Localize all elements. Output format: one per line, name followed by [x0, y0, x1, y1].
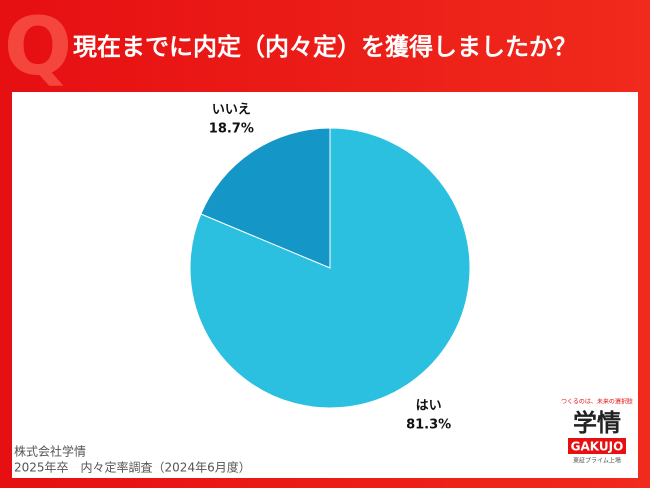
pie: いいえ 18.7% はい 81.3% [189, 102, 471, 433]
logo-roman: GAKUJO [571, 440, 624, 454]
chart-title: 現在までに内定（内々定）を獲得しましたか？ [73, 33, 577, 61]
footer-company: 株式会社学情 [14, 444, 86, 459]
pie-slice [200, 127, 331, 269]
logo-tagline: つくるのは、未来の選択肢 [561, 398, 633, 406]
value-label: 81.3% [406, 418, 451, 433]
pie-slice [189, 127, 471, 409]
footer-survey: 2025年卒 内々定率調査（2024年6月度） [14, 460, 251, 475]
logo-band [568, 438, 626, 454]
slice-label: はい [416, 399, 442, 414]
q-mark: Q [4, 0, 72, 93]
logo: つくるのは、未来の選択肢 学情 GAKUJO 東証プライム上場 [561, 398, 633, 465]
logo-name: 学情 [573, 409, 621, 437]
value-label: 18.7% [209, 121, 254, 136]
logo-listing: 東証プライム上場 [573, 457, 621, 465]
slice-label: いいえ [212, 102, 251, 117]
